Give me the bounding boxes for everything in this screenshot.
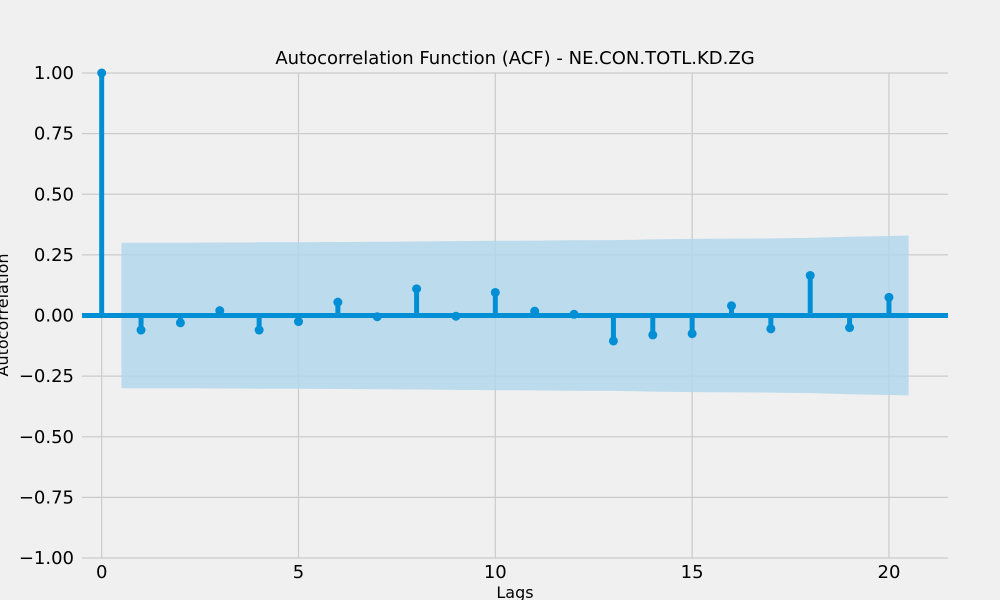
- acf-marker: [294, 317, 303, 327]
- x-tick-label: 20: [878, 562, 901, 583]
- chart-title: Autocorrelation Function (ACF) - NE.CON.…: [275, 48, 754, 69]
- acf-marker: [333, 297, 343, 307]
- acf-marker: [451, 311, 461, 321]
- acf-marker: [175, 318, 185, 328]
- acf-marker: [254, 325, 264, 335]
- y-axis-label: Autocorrelation: [0, 254, 12, 377]
- acf-marker: [687, 329, 697, 339]
- y-tick-label: −1.00: [19, 548, 74, 569]
- acf-marker: [648, 330, 658, 340]
- x-tick-labels: 0 5 10 15 20: [96, 562, 900, 583]
- x-tick-label: 10: [484, 562, 507, 583]
- acf-marker: [884, 292, 894, 302]
- acf-marker: [372, 312, 382, 322]
- acf-marker: [608, 336, 618, 346]
- acf-marker: [530, 306, 540, 316]
- x-axis-label: Lags: [496, 583, 533, 600]
- y-tick-labels: 1.00 0.75 0.50 0.25 0.00 −0.25 −0.50 −0.75 −1.00: [19, 63, 74, 569]
- y-tick-label: −0.25: [19, 366, 74, 387]
- x-tick-label: 0: [96, 562, 107, 583]
- y-tick-label: 0.25: [34, 245, 74, 266]
- y-tick-label: 0.75: [34, 124, 74, 145]
- acf-marker: [97, 68, 107, 78]
- acf-marker: [136, 325, 146, 335]
- acf-marker: [569, 309, 579, 319]
- y-tick-label: 1.00: [34, 63, 74, 84]
- acf-marker: [845, 323, 855, 333]
- acf-marker: [727, 301, 736, 311]
- acf-marker: [412, 284, 422, 294]
- y-tick-label: 0.00: [34, 306, 74, 327]
- acf-marker: [490, 287, 500, 297]
- x-tick-label: 15: [681, 562, 704, 583]
- acf-marker: [766, 324, 776, 334]
- x-tick-label: 5: [293, 562, 304, 583]
- y-tick-label: −0.50: [19, 427, 74, 448]
- y-tick-label: 0.50: [34, 184, 74, 205]
- stems-layer: [97, 68, 894, 346]
- acf-marker: [215, 306, 225, 316]
- y-tick-label: −0.75: [19, 487, 74, 508]
- acf-marker: [805, 270, 815, 280]
